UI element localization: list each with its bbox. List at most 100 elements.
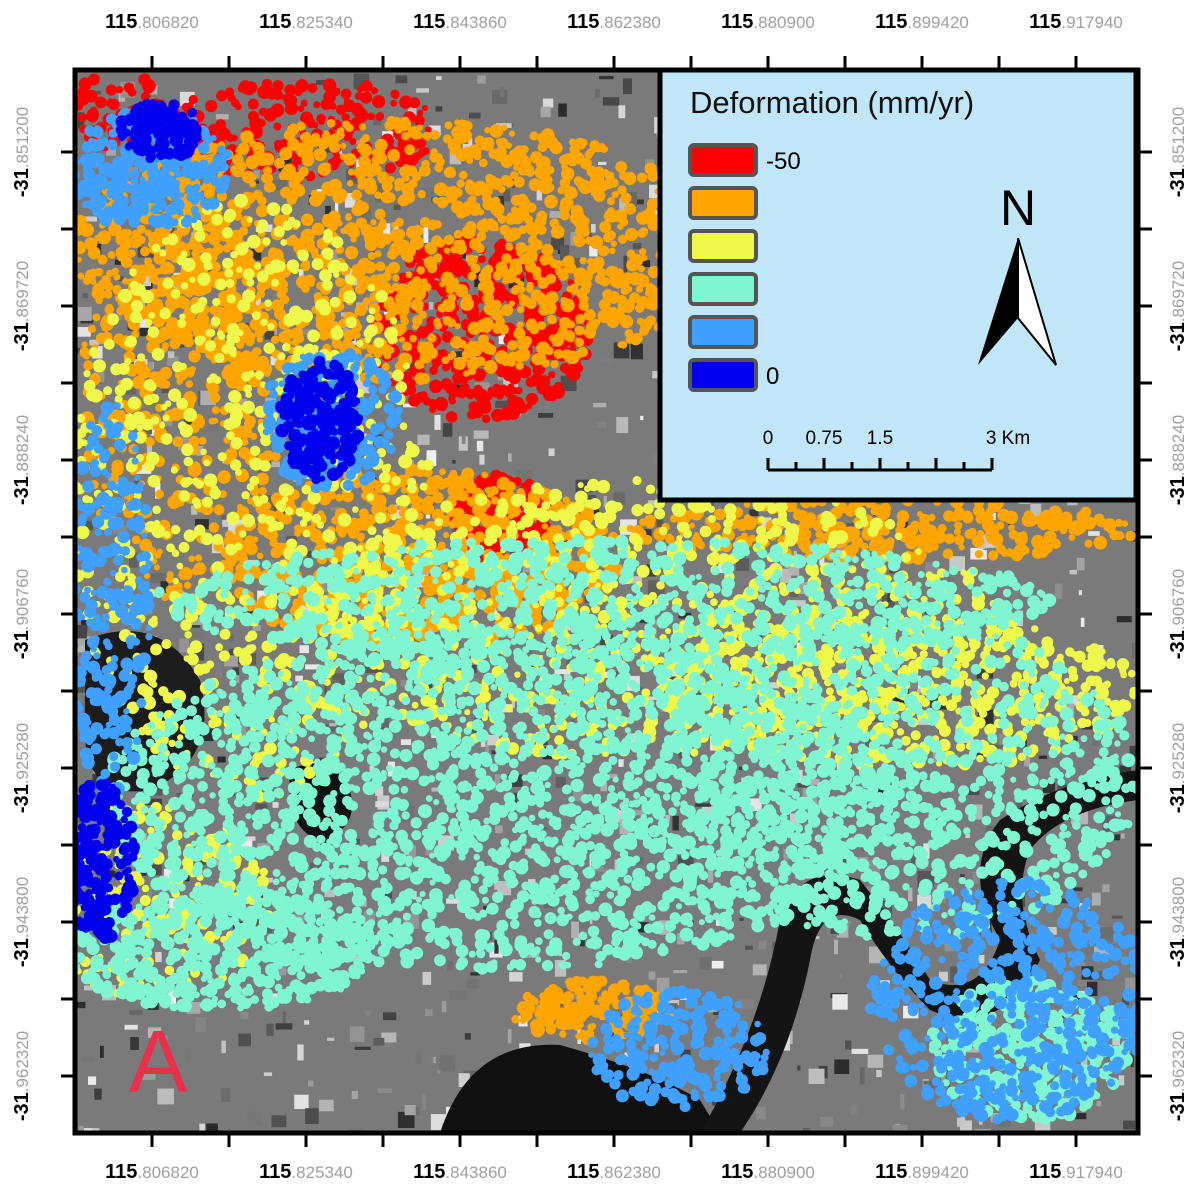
deformation-point xyxy=(637,173,647,183)
texture-speck xyxy=(597,422,607,428)
deformation-point xyxy=(88,246,101,259)
texture-speck xyxy=(308,1081,313,1087)
deformation-point xyxy=(447,354,454,361)
deformation-point xyxy=(390,100,397,107)
deformation-point xyxy=(443,134,452,143)
deformation-point xyxy=(375,209,386,220)
texture-speck xyxy=(908,888,912,901)
texture-speck xyxy=(215,663,222,679)
texture-speck xyxy=(708,870,714,883)
deformation-point xyxy=(327,211,340,224)
deformation-point xyxy=(151,276,160,285)
deformation-point xyxy=(1001,549,1009,557)
deformation-point xyxy=(294,530,301,537)
deformation-point xyxy=(515,362,523,370)
deformation-point xyxy=(646,284,658,296)
deformation-point xyxy=(1004,511,1018,525)
deformation-point xyxy=(444,121,452,129)
deformation-point xyxy=(595,274,605,284)
deformation-point xyxy=(306,118,316,128)
texture-speck xyxy=(168,351,175,358)
texture-speck xyxy=(809,1069,825,1084)
deformation-point xyxy=(215,119,226,130)
deformation-point xyxy=(597,996,605,1004)
deformation-point xyxy=(567,372,576,381)
deformation-point xyxy=(459,171,468,180)
texture-speck xyxy=(100,1046,104,1058)
deformation-point xyxy=(449,186,458,195)
deformation-point xyxy=(423,508,429,514)
deformation-point xyxy=(128,88,137,97)
deformation-point xyxy=(622,272,634,284)
deformation-point xyxy=(417,110,423,116)
texture-speck xyxy=(618,105,625,118)
deformation-point xyxy=(277,302,284,309)
deformation-point xyxy=(809,518,816,525)
deformation-point xyxy=(546,1025,553,1032)
deformation-point xyxy=(1094,514,1105,525)
deformation-point xyxy=(419,352,431,364)
deformation-point xyxy=(188,350,200,362)
deformation-point xyxy=(375,261,385,271)
deformation-point xyxy=(548,984,559,995)
deformation-point xyxy=(436,479,447,490)
deformation-point xyxy=(346,493,353,500)
deformation-point xyxy=(422,105,428,111)
deformation-point xyxy=(571,976,583,988)
deformation-point xyxy=(538,304,550,316)
deformation-point xyxy=(257,336,263,342)
deformation-point xyxy=(554,382,562,390)
deformation-point xyxy=(188,555,195,562)
texture-speck xyxy=(294,1095,308,1109)
deformation-point xyxy=(291,327,303,339)
deformation-point xyxy=(595,262,602,269)
deformation-point xyxy=(392,92,399,99)
deformation-point xyxy=(517,338,530,351)
deformation-point xyxy=(355,284,366,295)
deformation-point xyxy=(404,144,415,155)
texture-speck xyxy=(365,1011,371,1017)
texture-speck xyxy=(1102,884,1109,892)
texture-speck xyxy=(383,1012,396,1020)
deformation-point xyxy=(281,166,295,180)
deformation-point xyxy=(429,380,442,393)
deformation-point xyxy=(138,236,146,244)
deformation-point xyxy=(513,285,521,293)
deformation-point xyxy=(342,121,350,129)
deformation-point xyxy=(579,257,586,264)
texture-speck xyxy=(598,358,611,363)
deformation-point xyxy=(104,282,113,291)
deformation-point xyxy=(526,244,537,255)
deformation-point xyxy=(697,541,705,549)
deformation-point xyxy=(259,108,268,117)
deformation-point xyxy=(570,212,583,225)
deformation-point xyxy=(217,470,230,483)
deformation-point xyxy=(457,180,465,188)
texture-speck xyxy=(1096,1101,1101,1106)
deformation-point xyxy=(1042,510,1051,519)
deformation-point xyxy=(355,304,367,316)
deformation-point xyxy=(943,550,951,558)
deformation-point xyxy=(544,385,553,394)
texture-speck xyxy=(442,1001,447,1012)
deformation-point xyxy=(358,276,365,283)
deformation-point xyxy=(511,1015,519,1023)
deformation-point xyxy=(623,172,636,185)
deformation-point xyxy=(135,360,147,372)
deformation-point xyxy=(606,315,619,328)
deformation-point xyxy=(571,1015,581,1025)
deformation-point xyxy=(510,259,522,271)
texture-speck xyxy=(477,75,486,83)
deformation-point xyxy=(528,995,536,1003)
deformation-point xyxy=(529,131,538,140)
deformation-point xyxy=(439,469,446,476)
texture-speck xyxy=(543,99,553,108)
deformation-point xyxy=(273,122,281,130)
deformation-point xyxy=(1094,536,1108,550)
deformation-point xyxy=(180,567,193,580)
deformation-point xyxy=(240,130,253,143)
deformation-point xyxy=(348,169,355,176)
texture-speck xyxy=(329,723,336,726)
deformation-point xyxy=(584,309,596,321)
deformation-point xyxy=(551,225,565,239)
